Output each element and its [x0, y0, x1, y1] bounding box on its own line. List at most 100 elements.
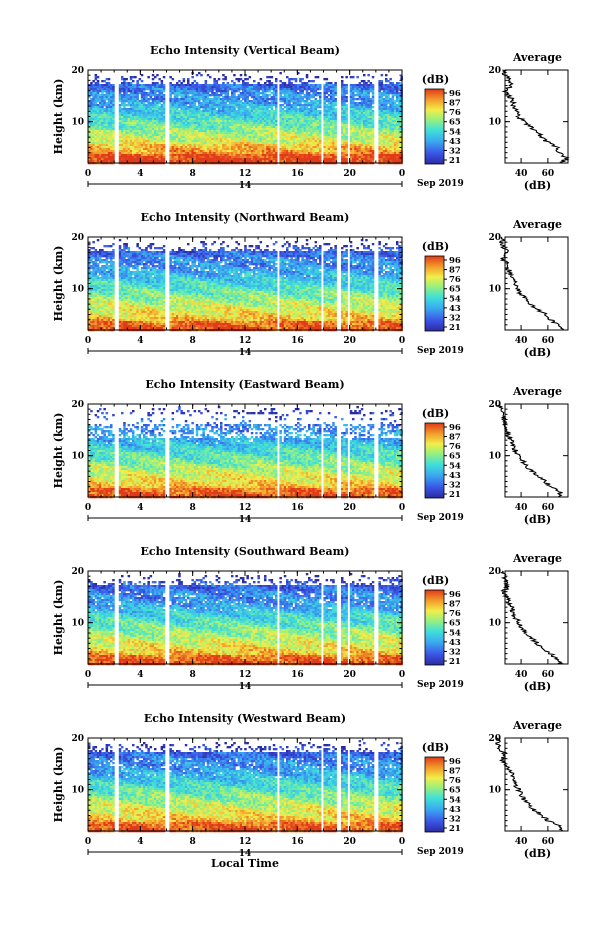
- heatmap-cell: [367, 118, 370, 121]
- heatmap-cell: [134, 88, 137, 91]
- heatmap-cell: [352, 98, 355, 101]
- heatmap-cell: [118, 146, 122, 149]
- heatmap-cell: [369, 138, 373, 141]
- heatmap-cell: [288, 136, 291, 139]
- heatmap-cell: [171, 100, 175, 103]
- heatmap-cell: [343, 100, 346, 103]
- heatmap-cell: [266, 116, 269, 119]
- heatmap-cell: [314, 84, 318, 87]
- heatmap-cell: [118, 132, 122, 135]
- heatmap-cell: [94, 126, 98, 129]
- heatmap-cell: [90, 110, 93, 113]
- heatmap-cell: [396, 156, 399, 159]
- heatmap-cell: [220, 152, 223, 155]
- heatmap-cell: [149, 112, 153, 115]
- heatmap-cell: [211, 146, 214, 149]
- heatmap-cell: [88, 134, 91, 137]
- heatmap-cell: [123, 158, 126, 161]
- heatmap-cell: [224, 86, 227, 89]
- heatmap-cell: [349, 88, 353, 91]
- heatmap-cell: [206, 94, 210, 97]
- heatmap-cell: [176, 82, 179, 85]
- heatmap-cell: [316, 126, 320, 129]
- heatmap-cell: [237, 142, 241, 145]
- heatmap-cell: [180, 154, 183, 157]
- heatmap-cell: [231, 92, 234, 95]
- heatmap-cell: [288, 98, 291, 101]
- heatmap-cell: [356, 84, 359, 87]
- heatmap-cell: [149, 120, 153, 123]
- heatmap-cell: [184, 146, 188, 149]
- heatmap-cell: [233, 122, 236, 125]
- heatmap-cell: [145, 142, 148, 145]
- heatmap-cell: [371, 138, 375, 141]
- heatmap-cell: [279, 146, 282, 149]
- heatmap-cell: [312, 130, 315, 133]
- heatmap-cell: [349, 126, 353, 129]
- heatmap-cell: [341, 132, 344, 135]
- heatmap-cell: [345, 142, 348, 145]
- heatmap-cell: [369, 130, 373, 133]
- heatmap-cell: [288, 92, 291, 95]
- heatmap-cell: [90, 124, 93, 127]
- heatmap-cell: [389, 148, 392, 151]
- heatmap-cell: [92, 120, 95, 123]
- heatmap-cell: [147, 106, 150, 109]
- heatmap-cell: [360, 134, 364, 137]
- heatmap-cell: [217, 142, 221, 145]
- heatmap-cell: [209, 152, 212, 155]
- heatmap-cell: [123, 88, 126, 91]
- heatmap-cell: [286, 132, 289, 135]
- heatmap-cell: [352, 96, 355, 99]
- heatmap-cell: [99, 130, 102, 133]
- heatmap-cell: [99, 132, 102, 135]
- heatmap-cell: [176, 154, 179, 157]
- heatmap-cell: [270, 150, 274, 153]
- heatmap-cell: [354, 98, 357, 101]
- heatmap-cell: [239, 146, 243, 149]
- heatmap-cell: [305, 102, 309, 105]
- heatmap-cell: [224, 130, 227, 133]
- heatmap-cell: [261, 130, 265, 133]
- heatmap-cell: [160, 146, 164, 149]
- heatmap-cell: [391, 90, 395, 93]
- heatmap-cell: [99, 120, 102, 123]
- heatmap-cell: [393, 112, 397, 115]
- heatmap-cell: [250, 104, 254, 107]
- heatmap-cell: [132, 152, 135, 155]
- heatmap-cell: [132, 158, 135, 161]
- heatmap-cell: [99, 98, 102, 101]
- heatmap-cell: [233, 142, 236, 145]
- heatmap-cell: [173, 118, 177, 121]
- heatmap-cell: [215, 134, 219, 137]
- heatmap-cell: [202, 84, 205, 87]
- heatmap-cell: [171, 132, 175, 135]
- heatmap-cell: [189, 136, 192, 139]
- heatmap-cell: [189, 132, 192, 135]
- heatmap-cell: [257, 124, 260, 127]
- heatmap-cell: [191, 148, 194, 151]
- heatmap-cell: [209, 84, 212, 87]
- heatmap-cell: [242, 124, 245, 127]
- heatmap-cell: [138, 116, 142, 119]
- heatmap-cell: [143, 154, 146, 157]
- heatmap-cell: [356, 138, 359, 141]
- heatmap-cell: [105, 152, 109, 155]
- heatmap-cell: [211, 100, 214, 103]
- heatmap-cell: [345, 114, 348, 117]
- heatmap-cell: [107, 140, 111, 143]
- heatmap-cell: [140, 96, 144, 99]
- heatmap-cell: [156, 106, 159, 109]
- heatmap-cell: [257, 134, 260, 137]
- heatmap-cell: [220, 118, 223, 121]
- heatmap-cell: [261, 88, 265, 91]
- heatmap-cell: [204, 124, 208, 127]
- heatmap-cell: [162, 122, 166, 125]
- heatmap-cell: [398, 136, 401, 139]
- heatmap-cell: [96, 134, 100, 137]
- heatmap-cell: [224, 78, 227, 81]
- heatmap-cell: [281, 84, 285, 87]
- heatmap-cell: [143, 108, 146, 111]
- heatmap-cell: [112, 120, 115, 123]
- heatmap-cell: [253, 132, 256, 135]
